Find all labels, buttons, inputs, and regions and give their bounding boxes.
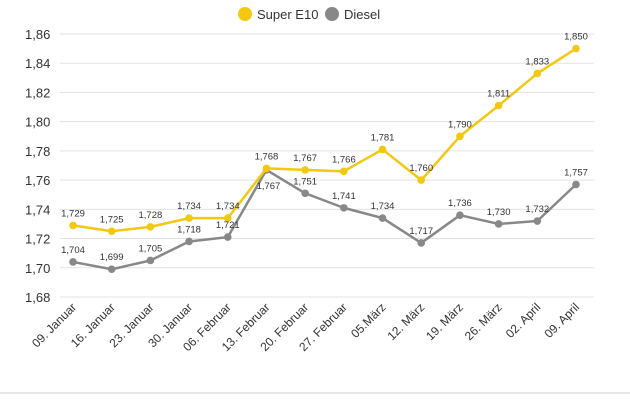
data-label-super-e10: 1,734 bbox=[216, 201, 240, 212]
data-point-diesel bbox=[185, 237, 193, 246]
data-label-super-e10: 1,790 bbox=[448, 119, 472, 130]
y-tick-label: 1,82 bbox=[25, 85, 50, 100]
y-tick-label: 1,68 bbox=[25, 290, 50, 305]
data-label-diesel: 1,734 bbox=[371, 201, 395, 212]
data-label-diesel: 1,730 bbox=[487, 207, 511, 218]
data-point-diesel bbox=[456, 211, 464, 219]
y-tick-label: 1,78 bbox=[25, 144, 50, 159]
y-tick-label: 1,72 bbox=[25, 232, 50, 247]
data-point-super-e10 bbox=[69, 221, 77, 230]
data-point-diesel bbox=[378, 214, 387, 222]
data-label-super-e10: 1,850 bbox=[564, 32, 588, 43]
data-label-super-e10: 1,734 bbox=[177, 201, 201, 212]
data-point-super-e10 bbox=[107, 227, 116, 236]
data-point-diesel bbox=[494, 220, 503, 228]
data-label-diesel: 1,736 bbox=[448, 198, 472, 209]
data-point-diesel bbox=[107, 265, 116, 274]
y-tick-label: 1,84 bbox=[25, 56, 50, 71]
data-label-diesel: 1,757 bbox=[564, 167, 588, 178]
x-tick-label: 02. April bbox=[503, 300, 544, 341]
data-label-diesel: 1,751 bbox=[293, 176, 317, 187]
data-label-super-e10: 1,768 bbox=[255, 151, 279, 162]
x-tick-label: 19. März bbox=[423, 300, 466, 343]
series-group bbox=[69, 44, 580, 274]
data-label-super-e10: 1,728 bbox=[138, 210, 162, 221]
y-tick-label: 1,74 bbox=[25, 202, 50, 217]
y-tick-label: 1,86 bbox=[25, 27, 50, 42]
data-label-super-e10: 1,725 bbox=[100, 214, 124, 225]
data-point-super-e10 bbox=[456, 132, 464, 141]
data-label-super-e10: 1,767 bbox=[293, 153, 317, 164]
data-point-super-e10 bbox=[494, 101, 503, 110]
data-label-super-e10: 1,833 bbox=[525, 56, 549, 67]
series-line-super-e10 bbox=[72, 47, 577, 233]
data-point-diesel bbox=[223, 233, 232, 241]
data-point-super-e10 bbox=[533, 69, 542, 78]
data-label-diesel: 1,721 bbox=[216, 220, 240, 231]
data-point-super-e10 bbox=[146, 223, 155, 231]
data-label-diesel: 1,704 bbox=[61, 245, 85, 256]
data-label-diesel: 1,705 bbox=[138, 243, 162, 254]
data-point-super-e10 bbox=[572, 44, 580, 53]
data-label-diesel: 1,717 bbox=[409, 226, 433, 237]
data-point-super-e10 bbox=[262, 164, 271, 173]
legend: Super E10 Diesel bbox=[238, 7, 380, 22]
y-axis: 1,68 1,70 1,72 1,74 1,76 1,78 1,80 1,82 1,84 1,86 bbox=[25, 27, 50, 305]
x-tick-label: 12. März bbox=[384, 300, 427, 343]
data-label-super-e10: 1,729 bbox=[61, 208, 85, 219]
data-label-super-e10: 1,760 bbox=[409, 163, 433, 174]
legend-marker-diesel bbox=[325, 7, 339, 21]
data-label-super-e10: 1,766 bbox=[332, 154, 356, 165]
data-labels: 1,729 1,725 1,728 1,734 1,734 1,768 1,767 1,766… bbox=[61, 32, 588, 264]
data-point-super-e10 bbox=[340, 167, 348, 176]
y-tick-label: 1,70 bbox=[25, 261, 50, 276]
legend-label-super-e10: Super E10 bbox=[257, 7, 318, 22]
data-point-diesel bbox=[533, 217, 542, 225]
grid-lines bbox=[60, 33, 594, 298]
data-point-diesel bbox=[340, 204, 348, 212]
data-label-diesel: 1,699 bbox=[100, 252, 124, 263]
data-point-super-e10 bbox=[223, 214, 232, 222]
data-point-diesel bbox=[69, 258, 77, 266]
data-label-diesel: 1,741 bbox=[332, 191, 356, 202]
legend-label-diesel: Diesel bbox=[344, 7, 380, 22]
x-tick-label: 26. März bbox=[462, 300, 505, 343]
data-label-diesel: 1,767 bbox=[257, 181, 281, 192]
y-tick-label: 1,76 bbox=[25, 173, 50, 188]
data-point-diesel bbox=[301, 189, 309, 198]
data-label-diesel: 1,718 bbox=[177, 224, 201, 235]
data-label-diesel: 1,732 bbox=[525, 204, 549, 215]
data-point-diesel bbox=[572, 180, 580, 189]
x-tick-label: 09. April bbox=[542, 300, 583, 341]
x-tick-label: 05.März bbox=[348, 300, 389, 341]
data-label-super-e10: 1,781 bbox=[371, 132, 395, 143]
data-point-diesel bbox=[417, 239, 426, 247]
data-point-diesel bbox=[146, 256, 155, 265]
y-tick-label: 1,80 bbox=[25, 115, 50, 130]
data-point-super-e10 bbox=[378, 145, 387, 154]
data-label-super-e10: 1,811 bbox=[487, 89, 510, 100]
data-point-super-e10 bbox=[185, 214, 193, 222]
series-line-diesel bbox=[72, 168, 577, 271]
data-point-super-e10 bbox=[417, 176, 426, 184]
legend-marker-super-e10 bbox=[238, 7, 252, 21]
data-point-super-e10 bbox=[301, 166, 309, 174]
